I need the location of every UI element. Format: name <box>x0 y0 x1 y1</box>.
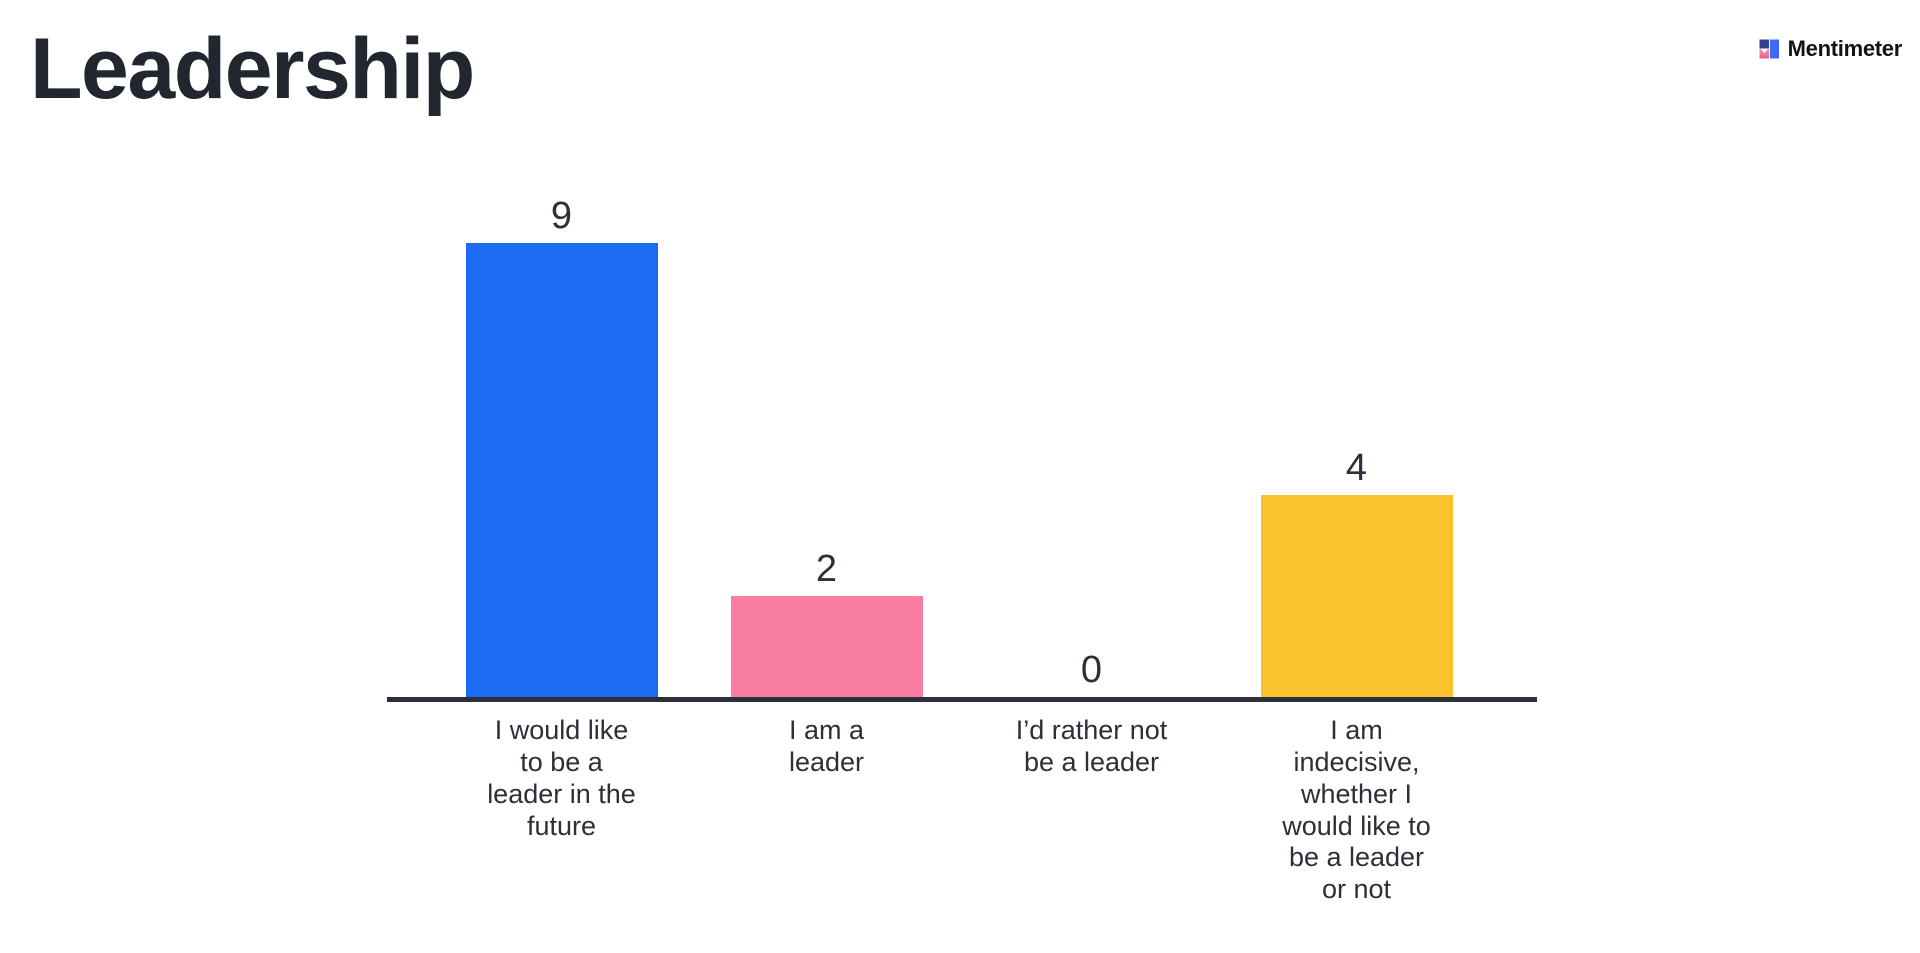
category-label: I would like to be a leader in the futur… <box>487 715 636 841</box>
bars-area: 9 2 0 4 <box>387 157 1537 697</box>
bar <box>1260 495 1453 697</box>
bar-value-label: 9 <box>550 195 573 237</box>
bar-chart: 9 2 0 4 I would like to be a leader in the … <box>387 157 1537 906</box>
category-labels-row: I would like to be a leader in the futur… <box>387 715 1537 906</box>
bar-value-label: 0 <box>1080 649 1103 691</box>
mentimeter-logo: Mentimeter <box>1757 36 1902 62</box>
bar-column: 0 <box>959 651 1224 697</box>
category-label: I am indecisive, whether I would like to… <box>1282 715 1431 905</box>
category-label: I am a leader <box>788 715 865 777</box>
mentimeter-logo-text: Mentimeter <box>1787 36 1903 61</box>
slide-title: Leadership <box>30 21 475 117</box>
x-axis-line <box>387 697 1537 702</box>
bar-value-label: 4 <box>1345 447 1368 489</box>
category-label: I’d rather not be a leader <box>1015 715 1168 777</box>
mentimeter-logo-icon <box>1759 39 1779 59</box>
bar-column: 2 <box>694 550 959 697</box>
bar-column: 9 <box>429 197 694 697</box>
bar <box>730 596 923 697</box>
bar-value-label: 2 <box>815 548 838 590</box>
bar <box>465 243 658 697</box>
bar-column: 4 <box>1224 449 1489 697</box>
